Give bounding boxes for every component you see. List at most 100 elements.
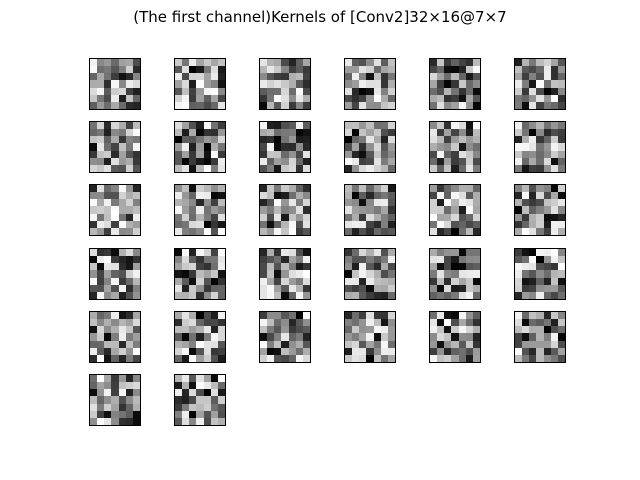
kernel-pixel (529, 319, 537, 327)
kernel-pixel (281, 291, 289, 299)
kernel-pixel (260, 227, 268, 235)
kernel-pixel (118, 227, 126, 235)
kernel-pixel (281, 122, 289, 130)
kernel-pixel (111, 206, 119, 214)
kernel-pixel (451, 249, 459, 257)
kernel-pixel (217, 199, 225, 207)
kernel-pixel (196, 206, 204, 214)
kernel-pixel (465, 270, 473, 278)
kernel-pixel (210, 354, 218, 362)
kernel-pixel (543, 270, 551, 278)
kernel-pixel (366, 347, 374, 355)
kernel-pixel (430, 143, 438, 151)
kernel-pixel (196, 80, 204, 88)
kernel-pixel (182, 256, 190, 264)
kernel-pixel (557, 249, 565, 257)
kernel-pixel (189, 150, 197, 158)
kernel-pixel (522, 150, 530, 158)
kernel-pixel (557, 73, 565, 81)
kernel-pixel (196, 249, 204, 257)
kernel-pixel (281, 270, 289, 278)
kernel-pixel (522, 333, 530, 341)
kernel-pixel (444, 256, 452, 264)
kernel-pixel (557, 326, 565, 334)
kernel-pixel (515, 326, 523, 334)
kernel-26 (174, 311, 226, 363)
kernel-pixel (295, 157, 303, 165)
kernel-pixel (267, 213, 275, 221)
kernel-pixel (380, 164, 388, 172)
kernel-pixel (260, 59, 268, 67)
kernel-pixel (189, 94, 197, 102)
kernel-pixel (97, 94, 105, 102)
kernel-pixel (104, 157, 112, 165)
kernel-pixel (522, 256, 530, 264)
kernel-pixel (430, 319, 438, 327)
kernel-pixel (352, 80, 360, 88)
kernel-pixel (175, 213, 183, 221)
kernel-pixel (451, 129, 459, 137)
kernel-pixel (302, 312, 310, 320)
kernel-pixel (196, 347, 204, 355)
kernel-pixel (359, 340, 367, 348)
kernel-pixel (189, 326, 197, 334)
kernel-pixel (373, 94, 381, 102)
kernel-pixel (182, 382, 190, 390)
kernel-pixel (90, 185, 98, 193)
kernel-pixel (132, 136, 140, 144)
kernel-pixel (295, 185, 303, 193)
kernel-pixel (352, 291, 360, 299)
kernel-pixel (387, 326, 395, 334)
kernel-pixel (118, 389, 126, 397)
kernel-pixel (118, 94, 126, 102)
kernel-pixel (182, 150, 190, 158)
kernel-pixel (267, 333, 275, 341)
kernel-pixel (97, 80, 105, 88)
kernel-pixel (118, 382, 126, 390)
kernel-pixel (97, 150, 105, 158)
kernel-pixel (387, 319, 395, 327)
kernel-pixel (267, 94, 275, 102)
kernel-pixel (373, 73, 381, 81)
kernel-pixel (515, 80, 523, 88)
kernel-pixel (203, 220, 211, 228)
kernel-pixel (182, 227, 190, 235)
kernel-pixel (210, 291, 218, 299)
kernel-pixel (210, 277, 218, 285)
kernel-pixel (359, 157, 367, 165)
kernel-pixel (387, 340, 395, 348)
kernel-pixel (352, 73, 360, 81)
kernel-pixel (295, 143, 303, 151)
kernel-pixel (97, 206, 105, 214)
kernel-pixel (267, 319, 275, 327)
kernel-pixel (260, 347, 268, 355)
kernel-pixel (550, 199, 558, 207)
kernel-pixel (522, 319, 530, 327)
kernel-pixel (359, 220, 367, 228)
kernel-pixel (217, 277, 225, 285)
kernel-pixel (118, 403, 126, 411)
kernel-pixel (550, 263, 558, 271)
kernel-pixel (210, 164, 218, 172)
kernel-pixel (437, 59, 445, 67)
kernel-32 (174, 374, 226, 426)
kernel-pixel (430, 333, 438, 341)
kernel-pixel (182, 417, 190, 425)
kernel-pixel (366, 80, 374, 88)
kernel-pixel (451, 319, 459, 327)
kernel-pixel (125, 213, 133, 221)
kernel-pixel (359, 354, 367, 362)
kernel-pixel (210, 143, 218, 151)
kernel-pixel (189, 80, 197, 88)
kernel-pixel (345, 326, 353, 334)
kernel-pixel (125, 143, 133, 151)
kernel-pixel (217, 403, 225, 411)
kernel-16 (344, 184, 396, 236)
kernel-pixel (437, 143, 445, 151)
kernel-pixel (458, 277, 466, 285)
kernel-pixel (387, 122, 395, 130)
kernel-pixel (196, 87, 204, 95)
kernel-pixel (260, 206, 268, 214)
kernel-pixel (451, 312, 459, 320)
kernel-pixel (118, 396, 126, 404)
